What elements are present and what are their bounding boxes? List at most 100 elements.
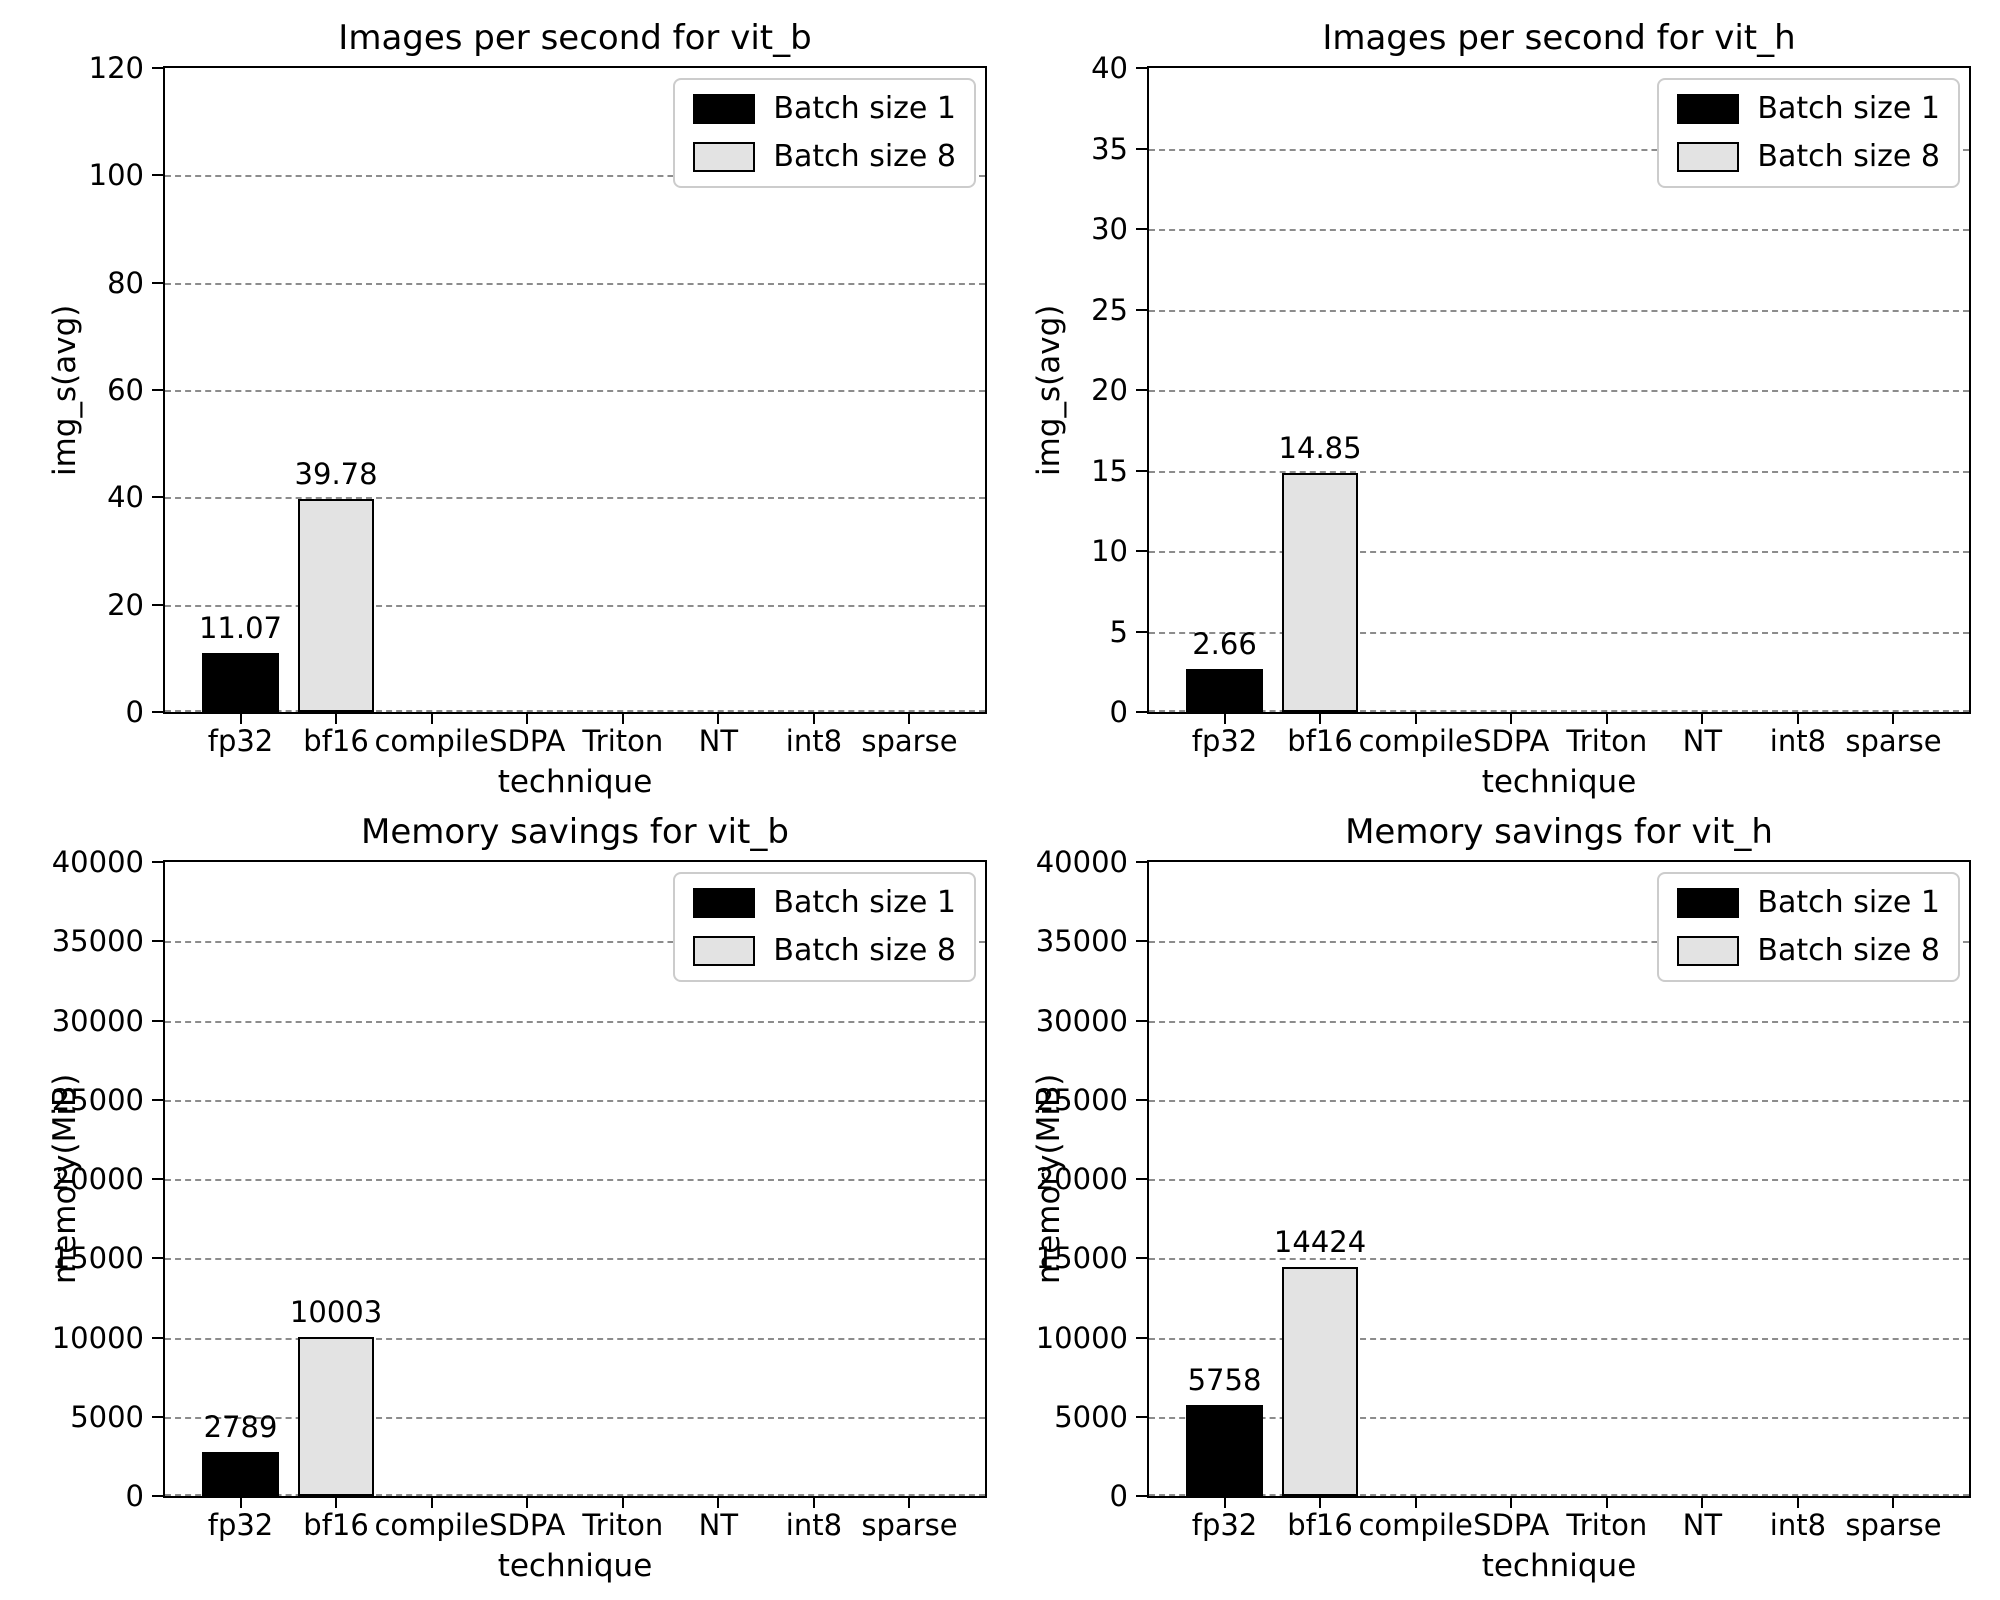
chart-title: Memory savings for vit_h <box>1345 812 1773 852</box>
chart-title: Images per second for vit_b <box>338 18 812 58</box>
gridline <box>1149 1258 1969 1261</box>
y-tick <box>1136 1257 1147 1260</box>
y-tick-label: 35000 <box>1035 924 1128 959</box>
x-tick-label: bf16 <box>1287 724 1353 758</box>
x-tick <box>1510 714 1513 724</box>
plot-area <box>1147 860 1971 1498</box>
x-tick <box>717 1498 720 1508</box>
bar <box>1281 1267 1359 1496</box>
y-tick <box>152 1098 163 1101</box>
y-tick-label: 20000 <box>1035 1162 1128 1196</box>
x-axis-label: technique <box>497 764 653 800</box>
x-tick-label: int8 <box>785 1508 843 1542</box>
x-tick <box>812 714 815 724</box>
legend-swatch <box>693 936 756 966</box>
x-tick-label: compile <box>1358 1508 1473 1542</box>
legend-label: Batch size 1 <box>1757 91 1940 126</box>
legend-swatch <box>1677 888 1740 918</box>
x-tick <box>1605 714 1608 724</box>
y-tick-label: 30000 <box>1035 1003 1128 1038</box>
y-tick-label: 25000 <box>1035 1082 1128 1117</box>
x-tick-label: SDPA <box>1473 1508 1550 1542</box>
gridline <box>165 390 985 392</box>
x-tick <box>1796 1498 1799 1508</box>
x-tick-label: fp32 <box>1191 1508 1258 1542</box>
legend-entry: Batch size 1 <box>693 92 956 126</box>
y-tick-label: 100 <box>88 158 144 193</box>
y-tick <box>152 389 163 391</box>
y-tick-label: 25 <box>1091 292 1128 327</box>
gridline <box>1149 551 1969 553</box>
gridline <box>1149 1020 1969 1023</box>
y-tick-label: 0 <box>1109 695 1128 729</box>
y-tick-label: 20 <box>1091 373 1128 407</box>
y-tick-label: 20000 <box>51 1162 144 1196</box>
x-tick <box>526 714 529 724</box>
x-tick-label: sparse <box>861 724 958 758</box>
y-tick-label: 40 <box>107 480 144 515</box>
legend-entry: Batch size 1 <box>1677 886 1940 920</box>
y-tick <box>1136 228 1147 230</box>
y-tick <box>1136 308 1147 311</box>
x-tick <box>1701 714 1704 724</box>
y-tick <box>1136 67 1147 69</box>
legend-label: Batch size 8 <box>773 139 956 174</box>
y-tick <box>1136 1098 1147 1101</box>
y-tick <box>152 861 163 863</box>
x-tick-label: Triton <box>1566 724 1648 758</box>
legend-entry: Batch size 8 <box>693 140 956 174</box>
y-tick-label: 40 <box>1091 51 1128 85</box>
y-tick-label: 0 <box>125 1479 144 1513</box>
x-axis-label: technique <box>497 1548 653 1584</box>
y-tick <box>1136 630 1147 633</box>
legend-label: Batch size 8 <box>1757 139 1940 174</box>
gridline <box>1149 148 1969 151</box>
x-tick <box>1223 1498 1226 1508</box>
y-tick-label: 40000 <box>51 845 144 879</box>
x-tick <box>1701 1498 1704 1508</box>
legend-swatch <box>693 94 756 124</box>
x-tick-label: int8 <box>1769 724 1827 758</box>
x-tick <box>621 714 624 724</box>
y-tick <box>152 1495 163 1497</box>
legend-label: Batch size 1 <box>1757 885 1940 920</box>
gridline <box>165 710 985 712</box>
legend-entry: Batch size 1 <box>1677 92 1940 126</box>
gridline <box>1149 631 1969 634</box>
y-tick <box>152 496 163 499</box>
subplot-memory-savings-vit-h: Memory savings for vit_h memory(MiB) tec… <box>1000 800 2000 1600</box>
x-tick-label: bf16 <box>303 724 369 758</box>
x-tick-label: fp32 <box>207 1508 274 1542</box>
x-tick-label: SDPA <box>489 1508 566 1542</box>
x-tick <box>1319 714 1322 724</box>
gridline <box>1149 390 1969 392</box>
gridline <box>165 497 985 500</box>
y-tick <box>1136 1178 1147 1180</box>
x-tick <box>1414 1498 1417 1508</box>
y-tick <box>1136 1336 1147 1339</box>
y-tick <box>1136 147 1147 150</box>
bar <box>297 498 375 712</box>
x-tick <box>621 1498 624 1508</box>
legend-swatch <box>1677 94 1740 124</box>
y-tick-label: 25000 <box>51 1082 144 1117</box>
gridline <box>165 1337 985 1340</box>
x-tick <box>1510 1498 1513 1508</box>
bar-value-label: 39.78 <box>294 456 378 491</box>
y-tick-label: 10000 <box>1035 1320 1128 1355</box>
gridline <box>165 1494 985 1496</box>
gridline <box>165 175 985 178</box>
gridline <box>165 1020 985 1023</box>
legend-swatch <box>1677 142 1740 172</box>
x-tick <box>1892 1498 1895 1508</box>
bar-value-label: 2.66 <box>1192 627 1257 662</box>
x-tick <box>1605 1498 1608 1508</box>
y-tick-label: 10 <box>1091 534 1128 568</box>
x-tick-label: sparse <box>861 1508 958 1542</box>
x-tick-label: sparse <box>1845 724 1942 758</box>
gridline <box>165 1179 985 1181</box>
gridline <box>1149 1179 1969 1181</box>
gridline <box>165 1258 985 1261</box>
x-tick-label: sparse <box>1845 1508 1942 1542</box>
